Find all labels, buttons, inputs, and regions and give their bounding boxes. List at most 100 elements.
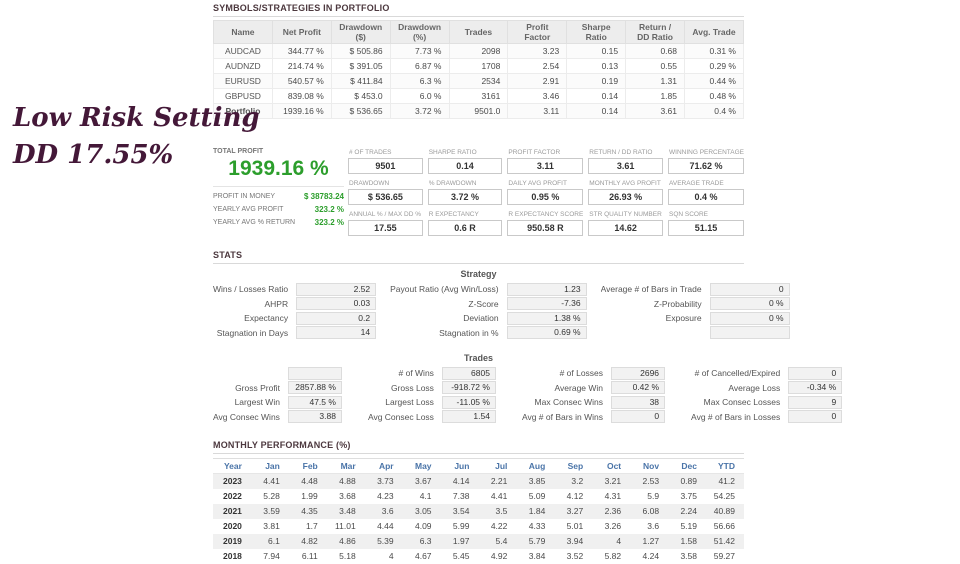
monthly-value-cell: 6.1 (268, 536, 280, 546)
symbol-name-cell: AUDCAD (213, 43, 273, 59)
monthly-value-cell: 4.92 (490, 551, 508, 561)
monthly-value-cell: 1.58 (680, 536, 697, 546)
profit-detail-value: $ 38783.24 (303, 192, 344, 201)
strategy-stat (601, 326, 790, 341)
monthly-value-cell: 56.66 (713, 521, 735, 531)
trades-stat-label: Gross Profit (235, 382, 280, 393)
trades-stat (213, 366, 360, 381)
summary-metric-value: 71.62 % (668, 158, 744, 174)
monthly-value-cell: 6.3 (419, 536, 432, 546)
portfolio-column-header: Trades (448, 20, 509, 44)
monthly-value-cell: 4.1 (419, 491, 432, 501)
strategy-stat: Z-Score -7.36 (390, 297, 587, 312)
strategy-stat-value: 0.69 % (506, 326, 587, 340)
trades-stat-value: -11.05 % (441, 395, 496, 409)
portfolio-value-cell: 2.91 (507, 73, 568, 89)
trades-stat-value: 0 (788, 410, 843, 424)
monthly-value-cell: 11.01 (335, 521, 356, 531)
portfolio-value-cell: 0.31 % (684, 43, 744, 59)
monthly-value-cell: 4.41 (263, 476, 280, 487)
risk-annotation: Low Risk Setting DD 17.55% (13, 100, 260, 174)
portfolio-value-cell: 1708 (448, 58, 509, 74)
monthly-value-cell: 4.12 (566, 491, 584, 501)
monthly-year-cell: 2022 (223, 491, 242, 501)
strategy-stat-value: 2.52 (296, 282, 377, 296)
monthly-value-cell: 4.31 (604, 491, 622, 501)
summary-metric-value: 0.14 (427, 158, 503, 174)
monthly-value-cell: 5.09 (528, 491, 546, 501)
monthly-value-cell: 59.27 (713, 551, 735, 561)
portfolio-column-header: Sharpe Ratio (566, 20, 627, 44)
monthly-column-header: Nov (630, 458, 669, 474)
summary-metric-value: 26.93 % (588, 189, 663, 205)
portfolio-row-total: Portfolio 1939.16 % $ 536.65 3.72 % 9501.0 3.… (213, 103, 744, 119)
monthly-column-header: Oct (592, 458, 631, 474)
portfolio-value-cell: 6.3 % (389, 73, 450, 89)
strategy-stat-value: 1.38 % (506, 311, 587, 325)
trades-stat-label: Max Consec Losses (703, 397, 781, 408)
strategy-stat-label: Average # of Bars in Trade (600, 284, 702, 295)
monthly-value-cell: 3.5 (495, 506, 508, 516)
monthly-value-cell: 4.23 (377, 491, 394, 501)
strategy-stat-label: Stagnation in % (439, 327, 499, 338)
portfolio-value-cell: 0.14 (566, 103, 627, 119)
strategy-stat-label: Stagnation in Days (216, 327, 289, 338)
monthly-value-cell: 3.85 (528, 476, 546, 487)
strategy-stat: Stagnation in Days 14 (213, 326, 377, 341)
monthly-value-cell: 6.08 (642, 506, 660, 516)
portfolio-row: AUDNZD 214.74 % $ 391.05 6.87 % 1708 2.54 0.13… (213, 58, 744, 74)
monthly-row: 2019 6.1 4.82 4.86 5.39 6.3 1.97 5.4 5.79 3.94 4 1.… (213, 533, 744, 549)
portfolio-value-cell: 2.54 (507, 58, 568, 74)
monthly-value-cell: 40.89 (713, 506, 735, 516)
risk-annotation-line2: DD 17.55% (13, 140, 174, 170)
strategy-stat-label: Z-Score (468, 298, 499, 309)
symbol-name-cell: EURUSD (213, 73, 273, 89)
monthly-value-cell: 3.6 (381, 506, 394, 516)
portfolio-value-cell: 0.55 (625, 58, 685, 74)
portfolio-value-cell: 1939.16 % (271, 103, 332, 119)
profit-detail-value: 323.2 % (314, 205, 344, 214)
portfolio-column-header: Profit Factor (507, 20, 568, 44)
monthly-value-cell: 3.59 (263, 506, 280, 516)
portfolio-column-header: Net Profit (271, 20, 332, 44)
strategy-stat-value: 1.23 (506, 282, 587, 296)
portfolio-value-cell: 9501.0 (448, 103, 509, 119)
monthly-value-cell: 2.24 (680, 506, 697, 516)
monthly-value-cell: 5.01 (566, 521, 584, 531)
monthly-value-cell: 3.6 (647, 521, 660, 531)
portfolio-value-cell: 0.68 (625, 43, 685, 59)
monthly-value-cell: 4.14 (452, 476, 470, 487)
total-profit-block: TOTAL PROFIT 1939.16 % PROFIT IN MONEY $ … (213, 148, 344, 229)
portfolio-column-header: Name (213, 20, 273, 44)
strategy-stat-label: Exposure (665, 313, 702, 324)
monthly-year-cell: 2019 (223, 536, 242, 546)
monthly-column-header: Sep (554, 458, 593, 474)
profit-detail-label: YEARLY AVG % RETURN (213, 219, 296, 226)
summary-metric-label: DAILY AVG PROFIT (508, 180, 567, 187)
monthly-value-cell: 3.48 (339, 506, 356, 516)
strategy-stat-value: 0 % (709, 297, 790, 311)
summary-metric: # OF TRADES 9501 (348, 149, 423, 174)
monthly-value-cell: 4.22 (490, 521, 508, 531)
strategy-stat-value: 0.2 (296, 311, 377, 325)
trades-stat-value: 0 (788, 366, 843, 380)
monthly-value-cell: 3.54 (452, 506, 470, 516)
summary-metric-value: 51.15 (668, 220, 744, 236)
profit-detail-row: PROFIT IN MONEY $ 38783.24 (213, 190, 344, 203)
monthly-value-cell: 5.39 (377, 536, 394, 546)
strategy-stat: Payout Ratio (Avg Win/Loss) 1.23 (390, 282, 587, 297)
trades-stat: Avg # of Bars in Losses 0 (691, 410, 860, 425)
trades-stat: Average Win 0.42 % (522, 381, 683, 396)
trades-stat-value: 9 (788, 395, 843, 409)
summary-metric-label: RETURN / DD RATIO (589, 149, 653, 156)
trades-stat-label: Max Consec Wins (534, 397, 604, 408)
summary-metric-value: 3.72 % (427, 189, 503, 205)
portfolio-column-header: Avg. Trade (684, 20, 744, 44)
monthly-value-cell: 7.38 (452, 491, 470, 501)
summary-metric: RETURN / DD RATIO 3.61 (588, 149, 663, 174)
portfolio-value-cell: 214.74 % (271, 58, 332, 74)
portfolio-value-cell: 0.48 % (684, 88, 744, 104)
strategy-stat-value: -7.36 (506, 297, 587, 311)
trades-stat: Gross Loss -918.72 % (368, 381, 514, 396)
strategy-stat-label: Expectancy (244, 313, 289, 324)
